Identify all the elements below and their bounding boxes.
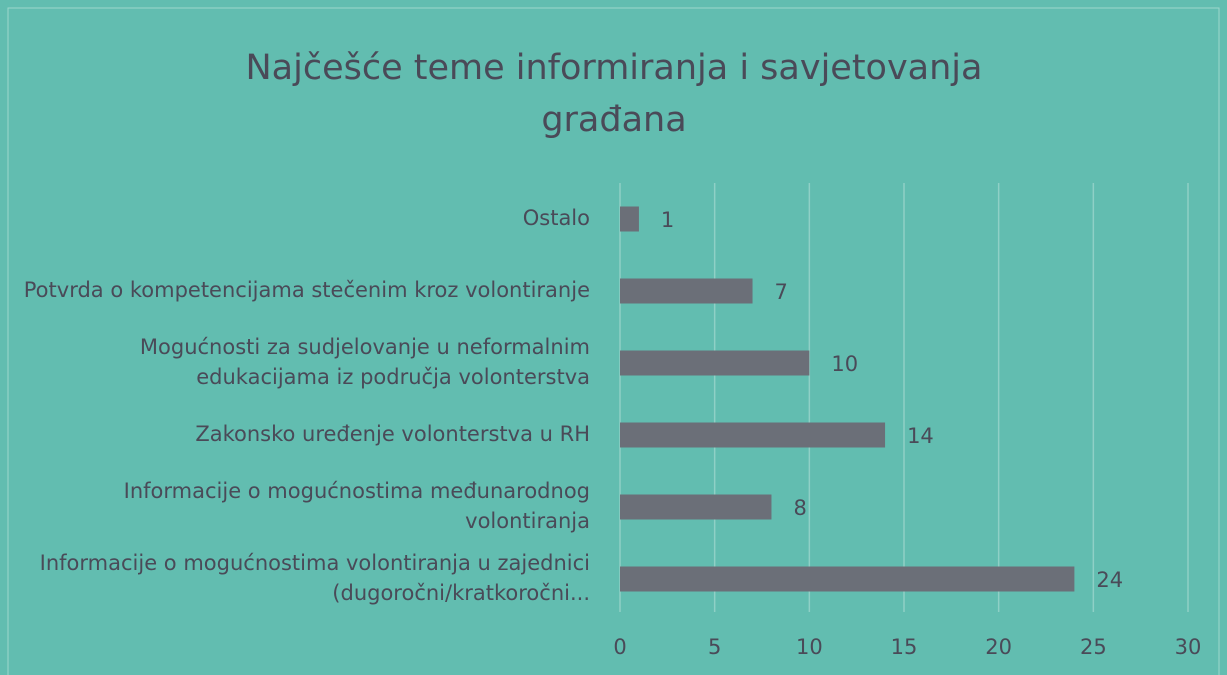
- x-tick-label: 0: [613, 635, 626, 659]
- bar: [620, 350, 810, 376]
- bar: [620, 566, 1075, 592]
- data-label: 10: [831, 352, 858, 376]
- data-label: 24: [1096, 568, 1123, 592]
- bar: [620, 206, 639, 232]
- data-label: 7: [775, 280, 788, 304]
- bar: [620, 278, 753, 304]
- x-tick-label: 25: [1080, 635, 1107, 659]
- bar: [620, 494, 772, 520]
- chart-frame: [7, 7, 1220, 675]
- y-tick-label: Potvrda o kompetencijama stečenim kroz v…: [24, 278, 590, 302]
- x-tick-label: 30: [1175, 635, 1202, 659]
- y-tick-label: Informacije o mogućnostima međunarodnog v…: [124, 479, 590, 533]
- y-tick-label: Informacije o mogućnostima volontiranja …: [40, 551, 590, 605]
- x-tick-label: 20: [985, 635, 1012, 659]
- data-label: 14: [907, 424, 934, 448]
- y-tick-label: Zakonsko uređenje volonterstva u RH: [195, 422, 590, 446]
- x-tick-label: 15: [891, 635, 918, 659]
- y-tick-label: Ostalo: [523, 206, 590, 230]
- x-tick-label: 5: [708, 635, 721, 659]
- bar: [620, 422, 886, 448]
- chart-title: Najčešće teme informiranja i savjetovanj…: [246, 48, 983, 140]
- data-label: 8: [793, 496, 806, 520]
- x-tick-label: 10: [796, 635, 823, 659]
- y-tick-label: Mogućnosti za sudjelovanje u neformalnim…: [140, 335, 590, 389]
- data-label: 1: [661, 208, 674, 232]
